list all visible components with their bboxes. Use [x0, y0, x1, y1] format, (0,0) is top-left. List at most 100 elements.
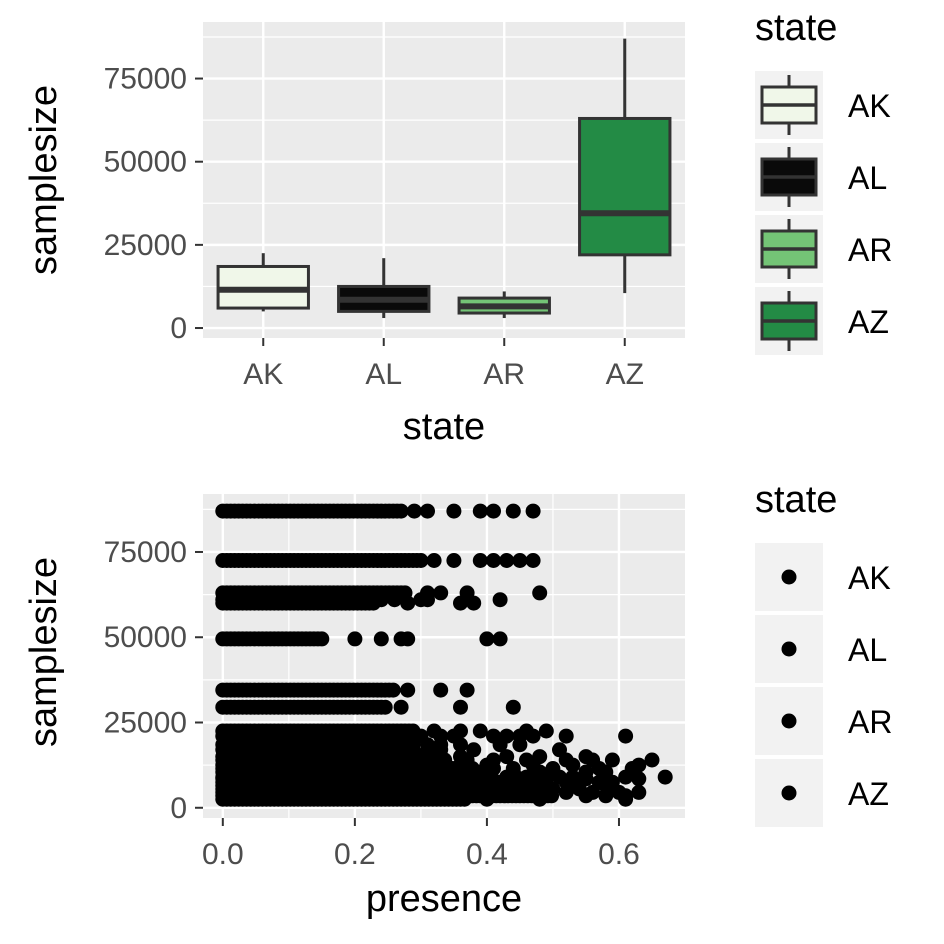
boxplot-y-axis: 0 25000 50000 75000 — [104, 63, 203, 345]
scatter-point — [618, 769, 634, 785]
scatter-point — [377, 699, 393, 715]
scatter-legend-label: AZ — [848, 776, 889, 812]
scatter-point — [466, 595, 482, 611]
scatter-x-tick-label: 0.2 — [334, 838, 376, 871]
scatter-points — [215, 503, 673, 807]
boxplot-y-tick-label: 75000 — [104, 63, 187, 96]
scatter-x-axis: 0.0 0.2 0.4 0.6 — [202, 818, 640, 871]
box-az — [578, 38, 672, 294]
scatter-chart: 0 25000 50000 75000 0.0 0.2 0.4 0.6 presence s… — [23, 479, 892, 920]
boxplot-x-tick-label: AK — [243, 358, 283, 391]
scatter-y-tick-label: 0 — [170, 792, 187, 825]
scatter-point — [314, 631, 330, 647]
scatter-y-tick-label: 75000 — [104, 536, 187, 569]
scatter-point — [453, 699, 468, 715]
scatter-point — [532, 791, 548, 807]
boxplot-y-tick-label: 50000 — [104, 146, 187, 179]
scatter-point — [446, 503, 462, 519]
boxplot-x-tick-label: AL — [365, 358, 402, 391]
boxplot-legend-entry-al: AL — [755, 143, 887, 211]
boxplot-x-tick-label: AZ — [606, 358, 644, 391]
scatter-point — [657, 769, 673, 785]
scatter-point — [525, 553, 541, 568]
scatter-point — [393, 699, 409, 715]
scatter-legend-label: AK — [848, 560, 891, 596]
scatter-point — [479, 631, 495, 647]
scatter-point — [472, 723, 488, 739]
scatter-point — [644, 752, 660, 768]
scatter-point — [433, 682, 449, 698]
boxplot-y-axis-title: samplesize — [23, 85, 65, 275]
boxplot-x-tick-label: AR — [483, 358, 525, 391]
box-body — [578, 116, 672, 257]
scatter-legend-entry-az: AZ — [755, 759, 889, 827]
scatter-point — [406, 503, 422, 519]
boxplot-legend-entry-ar: AR — [755, 215, 892, 283]
scatter-legend-label: AR — [848, 704, 892, 740]
scatter-point — [505, 503, 521, 519]
boxplot-x-axis-title: state — [403, 406, 485, 448]
scatter-legend-title: state — [755, 479, 837, 521]
scatter-point — [499, 553, 515, 568]
boxplot-chart: 0 25000 50000 75000 AK AL AR AZ state samplesi… — [23, 7, 892, 448]
scatter-point — [373, 631, 389, 647]
boxplot-legend-label: AZ — [848, 304, 889, 340]
scatter-x-tick-label: 0.4 — [466, 838, 508, 871]
scatter-y-tick-label: 50000 — [104, 621, 187, 654]
scatter-point — [505, 699, 521, 715]
scatter-legend-key-point — [781, 713, 797, 729]
scatter-point — [492, 737, 508, 753]
scatter-point — [492, 592, 508, 608]
scatter-y-tick-label: 25000 — [104, 707, 187, 740]
scatter-legend-entry-al: AL — [755, 615, 887, 683]
scatter-point — [413, 553, 429, 568]
boxplot-legend-label: AR — [848, 232, 892, 268]
boxplot-legend-entry-ak: AK — [755, 71, 891, 139]
boxplot-legend-label: AK — [848, 88, 891, 124]
scatter-point — [604, 752, 620, 768]
scatter-point — [400, 682, 416, 698]
scatter-point — [512, 553, 528, 568]
boxplot-legend: state AK AL AR AZ — [755, 7, 892, 355]
scatter-x-tick-label: 0.6 — [598, 838, 640, 871]
boxplot-y-tick-label: 0 — [170, 312, 187, 345]
box-ar — [457, 291, 551, 319]
scatter-point — [486, 553, 501, 568]
scatter-point — [420, 592, 435, 608]
scatter-point — [453, 737, 468, 753]
scatter-point — [525, 728, 541, 744]
scatter-point — [433, 585, 449, 601]
scatter-legend-label: AL — [848, 632, 887, 668]
boxplot-x-axis: AK AL AR AZ — [243, 338, 644, 391]
boxplot-legend-title: state — [755, 7, 837, 49]
scatter-point — [459, 682, 475, 698]
scatter-point — [618, 728, 634, 744]
scatter-point — [385, 682, 401, 698]
scatter-point — [347, 631, 363, 647]
scatter-point — [457, 791, 472, 807]
scatter-y-axis: 0 25000 50000 75000 — [104, 536, 203, 825]
scatter-point — [598, 788, 614, 804]
scatter-point — [538, 723, 554, 739]
scatter-point — [512, 737, 528, 753]
scatter-legend-key-point — [781, 785, 797, 801]
scatter-point — [544, 788, 560, 804]
scatter-point — [486, 503, 501, 519]
scatter-point — [400, 631, 416, 647]
scatter-point — [532, 585, 548, 601]
scatter-point — [499, 749, 515, 765]
scatter-point — [453, 595, 468, 611]
scatter-point — [565, 757, 581, 773]
scatter-point — [618, 791, 634, 807]
scatter-point — [492, 631, 508, 647]
scatter-legend: state AK AL AR AZ — [755, 479, 892, 827]
boxplot-boxes — [216, 38, 672, 319]
scatter-point — [393, 503, 409, 519]
boxplot-legend-entry-az: AZ — [755, 287, 889, 355]
scatter-point — [446, 553, 462, 568]
box-ak — [216, 253, 310, 312]
scatter-y-axis-title: samplesize — [23, 557, 65, 747]
scatter-point — [525, 503, 541, 519]
scatter-point — [472, 553, 488, 568]
